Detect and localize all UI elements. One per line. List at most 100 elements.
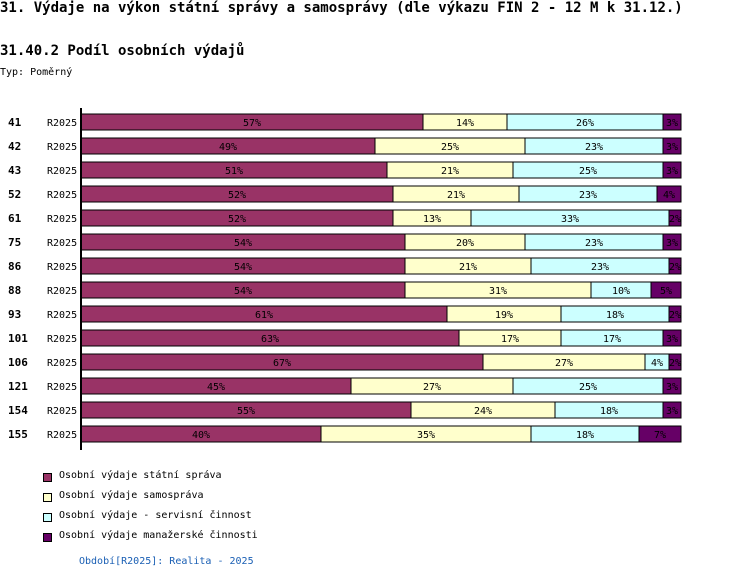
data-label: 54% <box>234 286 252 297</box>
legend-label: Osobní výdaje manažerské činnosti <box>59 530 258 541</box>
data-label: 13% <box>423 214 441 225</box>
data-label: 63% <box>261 334 279 345</box>
data-label: 49% <box>219 142 237 153</box>
period-label: R2025 <box>47 430 77 441</box>
period-label: R2025 <box>47 166 77 177</box>
bar-segment <box>650 281 682 299</box>
period-label: R2025 <box>47 262 77 273</box>
legend-label: Osobní výdaje samospráva <box>59 490 204 501</box>
data-label: 21% <box>441 166 459 177</box>
data-label: 21% <box>447 190 465 201</box>
data-label: 3% <box>666 118 678 129</box>
data-label: 10% <box>612 286 630 297</box>
stacked-bar-chart: 41 R2025 57% 14% 26% 3% 42 R2025 49% 25% 23% 3% 43 R2… <box>8 108 682 450</box>
data-label: 18% <box>600 406 618 417</box>
chart-type-label: Typ: Poměrný <box>0 67 73 78</box>
data-label: 5% <box>660 286 672 297</box>
legend-swatch <box>43 473 52 482</box>
category-label: 52 <box>8 188 21 201</box>
data-label: 31% <box>489 286 507 297</box>
bar-segment <box>662 161 682 179</box>
bar-segment <box>662 329 682 347</box>
data-label: 4% <box>651 358 663 369</box>
data-label: 14% <box>456 118 474 129</box>
period-label: R2025 <box>47 286 77 297</box>
period-label: R2025 <box>47 334 77 345</box>
data-label: 67% <box>273 358 291 369</box>
data-label: 19% <box>495 310 513 321</box>
legend-label: Osobní výdaje - servisní činnost <box>59 510 252 521</box>
legend-item: Osobní výdaje státní správa <box>43 470 258 490</box>
data-label: 2% <box>669 358 681 369</box>
data-label: 3% <box>666 142 678 153</box>
category-label: 41 <box>8 116 22 129</box>
data-label: 57% <box>243 118 261 129</box>
data-label: 21% <box>459 262 477 273</box>
data-label: 45% <box>207 382 225 393</box>
category-label: 42 <box>8 140 21 153</box>
period-label: R2025 <box>47 214 77 225</box>
bar-segment <box>662 377 682 395</box>
data-label: 2% <box>669 214 681 225</box>
legend-swatch <box>43 493 52 502</box>
data-label: 7% <box>654 430 666 441</box>
data-label: 25% <box>441 142 459 153</box>
data-label: 26% <box>576 118 594 129</box>
period-label: R2025 <box>47 406 77 417</box>
data-label: 3% <box>666 166 678 177</box>
category-label: 86 <box>8 260 22 273</box>
data-label: 35% <box>417 430 435 441</box>
data-label: 23% <box>585 142 603 153</box>
period-label: R2025 <box>47 238 77 249</box>
period-label: R2025 <box>47 358 77 369</box>
data-label: 17% <box>501 334 519 345</box>
data-label: 17% <box>603 334 621 345</box>
legend-swatch <box>43 513 52 522</box>
legend-swatch <box>43 533 52 542</box>
data-label: 18% <box>576 430 594 441</box>
category-label: 154 <box>8 404 28 417</box>
data-label: 2% <box>669 310 681 321</box>
data-label: 23% <box>591 262 609 273</box>
data-label: 24% <box>474 406 492 417</box>
bar-segment <box>662 137 682 155</box>
chart-title: 31. Výdaje na výkon státní správy a samo… <box>0 0 683 16</box>
category-label: 106 <box>8 356 28 369</box>
category-label: 61 <box>8 212 22 225</box>
bar-segment <box>668 257 682 275</box>
period-label: R2025 <box>47 142 77 153</box>
legend-item: Osobní výdaje samospráva <box>43 490 258 510</box>
period-label: R2025 <box>47 118 77 129</box>
bar-segment <box>656 185 682 203</box>
data-label: 25% <box>579 166 597 177</box>
data-label: 4% <box>663 190 675 201</box>
data-label: 20% <box>456 238 474 249</box>
period-footer[interactable]: Období[R2025]: Realita - 2025 <box>79 556 254 567</box>
period-label: R2025 <box>47 382 77 393</box>
data-label: 3% <box>666 334 678 345</box>
data-label: 3% <box>666 382 678 393</box>
data-label: 40% <box>192 430 210 441</box>
data-label: 51% <box>225 166 243 177</box>
bar-segment <box>668 209 682 227</box>
legend-item: Osobní výdaje manažerské činnosti <box>43 530 258 550</box>
legend-label: Osobní výdaje státní správa <box>59 470 222 481</box>
data-label: 33% <box>561 214 579 225</box>
data-label: 3% <box>666 406 678 417</box>
period-label: R2025 <box>47 190 77 201</box>
data-label: 23% <box>579 190 597 201</box>
data-label: 2% <box>669 262 681 273</box>
data-label: 18% <box>606 310 624 321</box>
bar-segment <box>662 233 682 251</box>
data-label: 52% <box>228 190 246 201</box>
category-label: 155 <box>8 428 28 441</box>
data-label: 52% <box>228 214 246 225</box>
bar-segment <box>638 425 682 443</box>
bar-segment <box>662 401 682 419</box>
category-label: 75 <box>8 236 21 249</box>
data-label: 54% <box>234 238 252 249</box>
category-label: 101 <box>8 332 28 345</box>
data-label: 55% <box>237 406 255 417</box>
category-label: 121 <box>8 380 28 393</box>
category-label: 93 <box>8 308 21 321</box>
